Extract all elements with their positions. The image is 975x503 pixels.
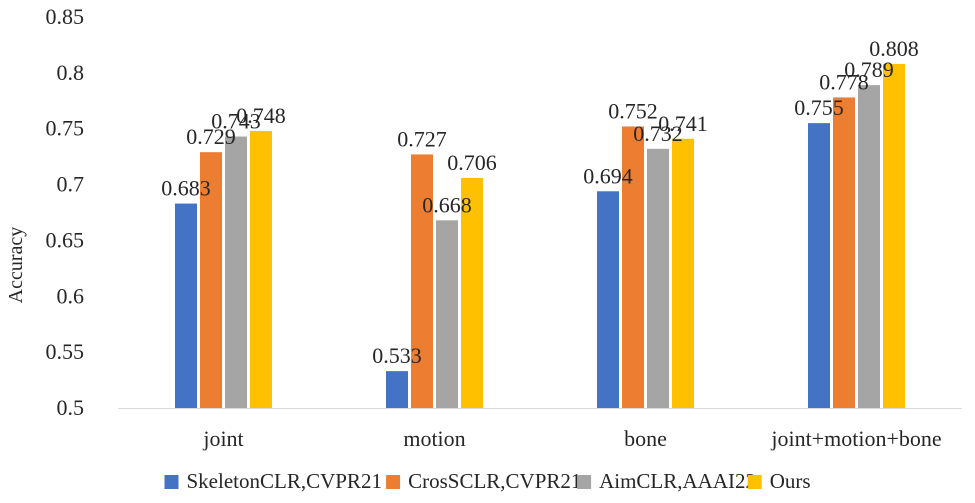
- bar-aimclr-aaai22-joint: [225, 136, 247, 408]
- bar-ours-bone: [672, 138, 694, 409]
- y-tick-label: 0.65: [46, 227, 85, 252]
- legend-swatch: [386, 475, 401, 489]
- y-axis-tick-labels: 0.5 0.55 0.6 0.65 0.7 0.75 0.8 0.85: [46, 4, 85, 420]
- legend-label: CrosSCLR,CVPR21: [408, 469, 581, 493]
- category-label: joint: [202, 426, 243, 451]
- legend-label: Ours: [770, 469, 811, 493]
- data-label: 0.727: [397, 126, 447, 151]
- category-labels: joint motion bone joint+motion+bone: [202, 426, 941, 451]
- data-label: 0.732: [633, 121, 683, 146]
- bar-aimclr-aaai22-motion: [436, 220, 458, 408]
- data-label: 0.778: [819, 69, 869, 94]
- y-tick-label: 0.6: [57, 283, 85, 308]
- data-label: 0.741: [658, 111, 708, 136]
- bar-ours-joint: [250, 130, 272, 408]
- category-label: bone: [624, 426, 667, 451]
- data-label: 0.694: [583, 163, 633, 188]
- y-tick-label: 0.55: [46, 339, 85, 364]
- legend-label: AimCLR,AAAI22: [599, 469, 756, 493]
- bar-crossclr-cvpr21-joint-motion-bone: [833, 97, 855, 408]
- bar-skeletonclr-cvpr21-joint: [175, 203, 197, 408]
- bar-skeletonclr-cvpr21-bone: [597, 191, 619, 408]
- data-label: 0.706: [447, 150, 497, 175]
- category-label: joint+motion+bone: [770, 426, 941, 451]
- legend-swatch: [747, 475, 762, 489]
- data-label: 0.683: [161, 176, 211, 201]
- bar-crossclr-cvpr21-bone: [622, 126, 644, 408]
- y-tick-label: 0.75: [46, 116, 85, 141]
- category-label: motion: [403, 426, 465, 451]
- data-label: 0.752: [608, 98, 658, 123]
- bar-ours-joint-motion-bone: [883, 63, 905, 409]
- data-label: 0.755: [794, 95, 844, 120]
- y-tick-label: 0.7: [57, 172, 85, 197]
- bar-aimclr-aaai22-joint-motion-bone: [858, 85, 880, 408]
- bar-aimclr-aaai22-bone: [647, 148, 669, 408]
- bars: [175, 63, 905, 409]
- bar-crossclr-cvpr21-joint: [200, 152, 222, 408]
- bar-skeletonclr-cvpr21-motion: [386, 371, 408, 408]
- legend: SkeletonCLR,CVPR21 CrosSCLR,CVPR21 AimCLR,…: [164, 469, 811, 493]
- data-label: 0.729: [186, 124, 236, 149]
- data-label: 0.789: [844, 57, 894, 82]
- data-label: 0.743: [211, 109, 261, 134]
- legend-label: SkeletonCLR,CVPR21: [187, 469, 382, 493]
- y-tick-label: 0.85: [46, 4, 85, 29]
- bar-ours-motion: [461, 177, 483, 408]
- legend-swatch: [164, 475, 179, 489]
- legend-swatch: [577, 475, 592, 489]
- data-label: 0.808: [869, 36, 919, 61]
- y-tick-label: 0.5: [57, 395, 85, 420]
- y-axis-title: Accuracy: [5, 227, 27, 304]
- y-tick-label: 0.8: [57, 60, 85, 85]
- bar-crossclr-cvpr21-motion: [411, 154, 433, 408]
- data-label: 0.533: [372, 343, 422, 368]
- data-label: 0.668: [422, 192, 472, 217]
- data-label: 0.748: [236, 103, 286, 128]
- bar-skeletonclr-cvpr21-joint-motion-bone: [808, 123, 830, 408]
